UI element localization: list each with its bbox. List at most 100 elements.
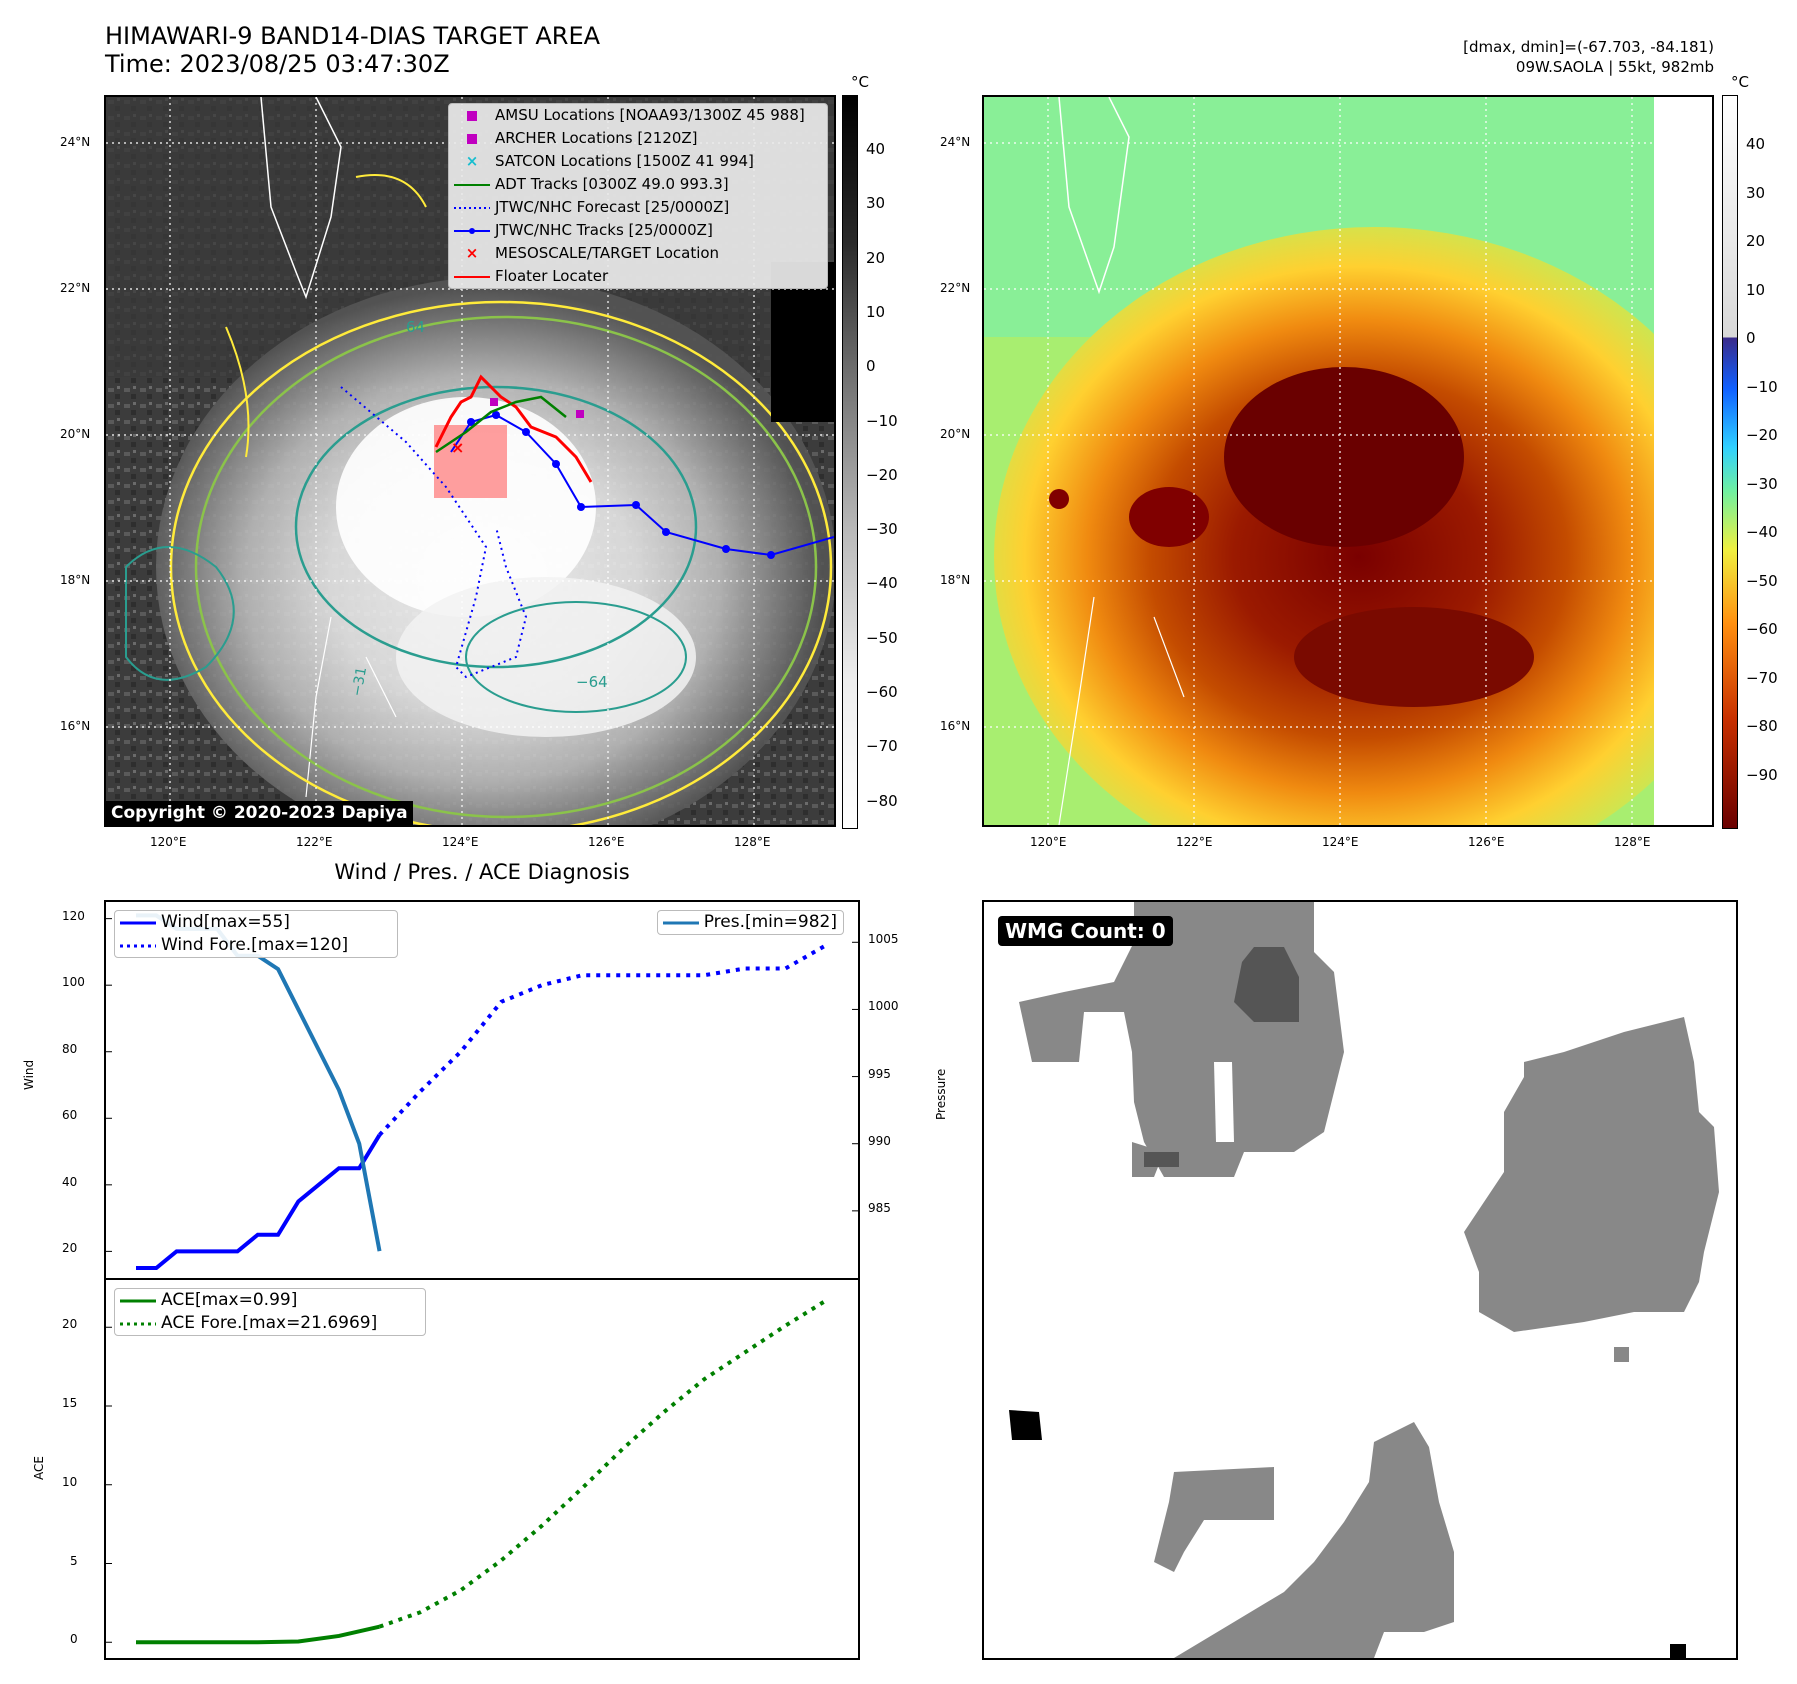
gray-colorbar-tick: 30 <box>866 194 886 213</box>
color-colorbar-tick: −20 <box>1746 426 1778 444</box>
copyright-label: Copyright © 2020-2023 Dapiya <box>106 801 413 825</box>
lat-label: 22°N <box>60 281 91 295</box>
pressure-legend: Pres.[min=982] <box>656 910 844 935</box>
ace-tick: 20 <box>62 1317 78 1332</box>
wind-legend: Wind[max=55] Wind Fore.[max=120] <box>114 910 398 958</box>
lat-label: 18°N <box>940 573 971 587</box>
lon-label: 124°E <box>442 835 479 849</box>
grayscale-colorbar <box>842 95 858 829</box>
lon-label: 122°E <box>296 835 333 849</box>
lon-label: 126°E <box>588 835 625 849</box>
lon-label: 128°E <box>1614 835 1651 849</box>
color-colorbar-tick: −30 <box>1746 474 1778 493</box>
color-colorbar-tick: 40 <box>1746 135 1766 153</box>
ace-plot <box>106 1298 828 1645</box>
legend-item: JTWC/NHC Forecast [25/0000Z] <box>449 196 827 219</box>
lon-label: 128°E <box>734 835 771 849</box>
line-icon <box>449 275 495 279</box>
ace-ylabel: ACE <box>32 1456 46 1480</box>
series-line <box>378 943 827 1137</box>
lat-label: 24°N <box>940 135 971 149</box>
ir-color-image <box>984 97 1712 825</box>
map-time: Time: 2023/08/25 03:47:30Z <box>105 50 450 78</box>
x-icon: × <box>465 244 479 262</box>
color-colorbar-tick: 0 <box>1746 329 1756 347</box>
line-dot-icon <box>449 227 495 235</box>
lat-label: 16°N <box>940 719 971 733</box>
wind-tick: 40 <box>62 1174 78 1189</box>
legend-item: ARCHER Locations [2120Z] <box>449 127 827 150</box>
ace-tick: 5 <box>70 1553 78 1568</box>
color-colorbar-tick: −70 <box>1746 668 1778 687</box>
color-colorbar-tick: 20 <box>1746 232 1766 250</box>
lat-label: 20°N <box>60 427 91 441</box>
ace-tick: 15 <box>62 1396 78 1410</box>
ace-tick: 10 <box>62 1474 78 1489</box>
series-line <box>136 1133 382 1271</box>
pressure-ylabel: Pressure <box>934 1068 948 1120</box>
x-icon: × <box>465 152 479 170</box>
color-colorbar-tick: −10 <box>1746 377 1778 396</box>
wmg-count-badge: WMG Count: 0 <box>998 916 1173 946</box>
gray-colorbar-tick: 0 <box>866 357 876 376</box>
gray-colorbar-tick: −10 <box>866 411 898 430</box>
gray-colorbar-tick: −20 <box>866 465 898 484</box>
lon-label: 126°E <box>1468 835 1505 849</box>
color-colorbar-tick: −60 <box>1746 620 1778 638</box>
pressure-tick: 995 <box>868 1066 891 1081</box>
gray-colorbar-tick: −30 <box>866 520 898 539</box>
legend-item: ADT Tracks [0300Z 49.0 993.3] <box>449 173 827 196</box>
color-colorbar-tick: 10 <box>1746 280 1766 299</box>
map-title: HIMAWARI-9 BAND14-DIAS TARGET AREA <box>105 22 601 50</box>
wind-tick: 100 <box>62 975 85 990</box>
wind-pressure-plot <box>106 913 858 1271</box>
wind-tick: 80 <box>62 1041 78 1056</box>
dotted-line-icon <box>115 944 161 948</box>
gray-colorbar-tick: −80 <box>866 791 898 810</box>
storm-info-label: 09W.SAOLA | 55kt, 982mb <box>1515 58 1714 76</box>
legend-item: × MESOSCALE/TARGET Location <box>449 242 827 265</box>
lon-label: 122°E <box>1176 835 1213 849</box>
contour-label: 64 <box>406 318 425 336</box>
color-colorbar-tick: −90 <box>1746 765 1778 784</box>
lon-label: 124°E <box>1322 835 1359 849</box>
wind-pressure-panel: Wind[max=55] Wind Fore.[max=120] Pres.[m… <box>104 900 860 1280</box>
color-colorbar <box>1722 95 1738 829</box>
diag-title: Wind / Pres. / ACE Diagnosis <box>334 860 630 884</box>
wmg-image <box>1009 902 1719 1658</box>
svg-text:×: × <box>451 438 464 457</box>
square-icon <box>449 133 495 144</box>
legend-item: Floater Locater <box>449 265 827 288</box>
line-icon <box>115 921 161 925</box>
gray-colorbar-tick: −50 <box>866 628 898 647</box>
color-colorbar-tick: −50 <box>1746 571 1778 590</box>
legend-item: × SATCON Locations [1500Z 41 994] <box>449 150 827 173</box>
pressure-tick: 990 <box>868 1133 891 1148</box>
ir-grayscale-map: × 64 −64 −31 Copyright © 2020-2023 Dapiy… <box>104 95 836 827</box>
ir-color-map <box>982 95 1714 827</box>
gray-colorbar-tick: −60 <box>866 683 898 701</box>
lon-label: 120°E <box>1030 835 1067 849</box>
pressure-tick: 985 <box>868 1200 891 1215</box>
contour-label: −31 <box>349 666 370 698</box>
line-icon <box>658 921 704 925</box>
gray-colorbar-tick: 10 <box>866 302 886 321</box>
lat-label: 18°N <box>60 573 91 587</box>
wind-tick: 20 <box>62 1241 78 1256</box>
color-colorbar-tick: 30 <box>1746 183 1766 202</box>
lat-label: 16°N <box>60 719 91 733</box>
contour-label: −64 <box>576 673 608 691</box>
gray-colorbar-tick: −40 <box>866 574 898 593</box>
lat-label: 24°N <box>60 135 91 149</box>
dotted-line-icon <box>115 1322 161 1326</box>
wind-ylabel: Wind <box>22 1059 36 1090</box>
gray-colorbar-tick: 20 <box>866 248 886 267</box>
pressure-tick: 1000 <box>868 999 899 1014</box>
color-colorbar-tick: −40 <box>1746 523 1778 541</box>
lat-label: 20°N <box>940 427 971 441</box>
wind-tick: 60 <box>62 1108 78 1123</box>
gray-colorbar-tick: −70 <box>866 737 898 756</box>
ace-panel: ACE[max=0.99] ACE Fore.[max=21.6969] <box>104 1278 860 1660</box>
ace-legend: ACE[max=0.99] ACE Fore.[max=21.6969] <box>114 1288 426 1336</box>
lon-label: 120°E <box>150 835 187 849</box>
